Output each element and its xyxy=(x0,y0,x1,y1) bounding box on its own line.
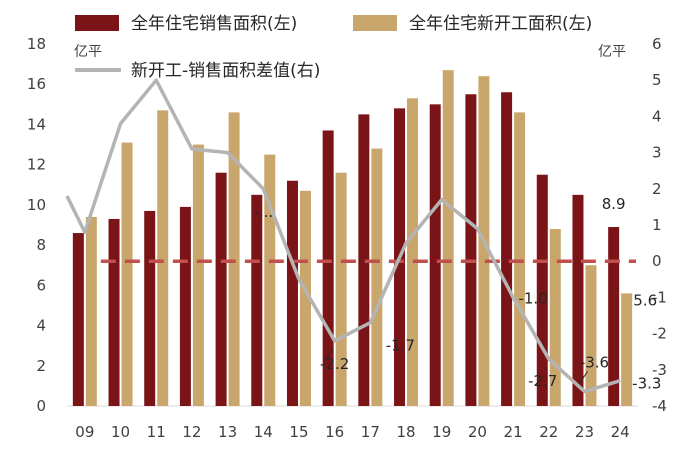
bar-sales xyxy=(501,92,513,407)
bar-sales xyxy=(108,218,120,406)
bar-sales xyxy=(465,94,477,407)
legend-label-new-starts: 全年住宅新开工面积(左) xyxy=(409,14,592,34)
y-left-tick-label: 6 xyxy=(36,276,46,294)
x-tick-label: 09 xyxy=(75,423,94,441)
x-tick-label: 14 xyxy=(254,423,273,441)
bar-sales xyxy=(322,130,334,406)
y-right-tick-label: 0 xyxy=(652,252,662,270)
y-right-tick-label: 3 xyxy=(652,144,662,162)
bar-sales xyxy=(179,206,191,406)
bar-new-starts xyxy=(585,265,597,406)
x-tick-label: 22 xyxy=(539,423,558,441)
bar-sales xyxy=(572,194,584,406)
bar-new-starts xyxy=(85,216,97,406)
y-right-tick-label: -1 xyxy=(652,288,667,306)
data-label: -2.2 xyxy=(320,355,349,373)
y-right-tick-label: -2 xyxy=(652,325,667,343)
x-tick-label: 10 xyxy=(111,423,130,441)
data-label: -1.7 xyxy=(386,337,415,355)
legend-swatch-new-starts xyxy=(353,15,397,31)
legend-swatch-sales xyxy=(75,15,119,31)
y-right-tick-label: 2 xyxy=(652,180,662,198)
data-label: -2.7 xyxy=(528,372,557,390)
x-tick-label: 15 xyxy=(289,423,308,441)
x-tick-label: 16 xyxy=(325,423,344,441)
x-tick-label: 18 xyxy=(396,423,415,441)
label-leader xyxy=(324,348,334,362)
bar-sales xyxy=(358,114,370,406)
y-left-tick-label: 16 xyxy=(27,75,46,93)
bar-new-starts xyxy=(371,148,383,407)
bar-sales xyxy=(608,227,620,406)
y-right-tick-label: 5 xyxy=(652,71,662,89)
data-label: -1.0 xyxy=(518,289,547,307)
y-right-tick-label: 1 xyxy=(652,216,662,234)
bar-new-starts xyxy=(407,98,419,407)
x-tick-label: 12 xyxy=(182,423,201,441)
y-right-tick-label: 4 xyxy=(652,107,662,125)
bar-new-starts xyxy=(299,190,311,406)
y-left-tick-label: 10 xyxy=(27,196,46,214)
x-tick-label: 23 xyxy=(575,423,594,441)
bar-new-starts xyxy=(442,70,454,407)
bar-sales xyxy=(251,194,263,406)
x-tick-label: 17 xyxy=(361,423,380,441)
series-line-difference xyxy=(65,78,621,394)
x-tick-label: 24 xyxy=(611,423,630,441)
bar-new-starts xyxy=(157,110,169,406)
x-tick-label: 20 xyxy=(468,423,487,441)
legend-label-sales: 全年住宅销售面积(左) xyxy=(131,14,297,34)
bar-sales xyxy=(72,233,84,406)
y-right-unit: 亿平 xyxy=(598,44,626,60)
bar-new-starts xyxy=(228,112,240,406)
data-label: -... xyxy=(253,203,273,221)
y-left-tick-label: 18 xyxy=(27,35,46,53)
data-label: -3.6 xyxy=(580,354,609,372)
y-left-tick-label: 2 xyxy=(36,357,46,375)
x-tick-label: 13 xyxy=(218,423,237,441)
y-left-tick-label: 14 xyxy=(27,115,46,133)
x-tick-label: 19 xyxy=(432,423,451,441)
legend-label-difference: 新开工-销售面积差值(右) xyxy=(131,61,320,81)
y-left-tick-label: 0 xyxy=(36,397,46,415)
bar-new-starts xyxy=(264,154,276,406)
data-label: -3.3 xyxy=(632,375,661,393)
y-left-tick-label: 12 xyxy=(27,156,46,174)
bar-sales xyxy=(429,104,441,406)
y-right-tick-label: -4 xyxy=(652,397,667,415)
y-left-tick-label: 8 xyxy=(36,236,46,254)
bar-sales xyxy=(536,174,548,406)
bar-new-starts xyxy=(621,293,633,406)
y-right-tick-label: 6 xyxy=(652,35,662,53)
data-label: 5.6 xyxy=(633,291,657,309)
y-left-unit: 亿平 xyxy=(74,44,102,60)
bar-new-starts xyxy=(192,144,204,407)
bar-new-starts xyxy=(549,229,561,406)
bar-new-starts xyxy=(514,112,526,406)
bar-sales xyxy=(144,210,156,406)
bar-sales xyxy=(215,172,227,406)
bar-new-starts xyxy=(335,172,347,406)
bar-sales xyxy=(286,180,298,406)
data-label: 8.9 xyxy=(602,195,626,213)
x-tick-label: 11 xyxy=(147,423,166,441)
bar-new-starts xyxy=(121,142,133,407)
label-leader xyxy=(579,371,588,384)
y-left-tick-label: 4 xyxy=(36,317,46,335)
y-right-tick-label: -3 xyxy=(652,361,667,379)
x-tick-label: 21 xyxy=(504,423,523,441)
